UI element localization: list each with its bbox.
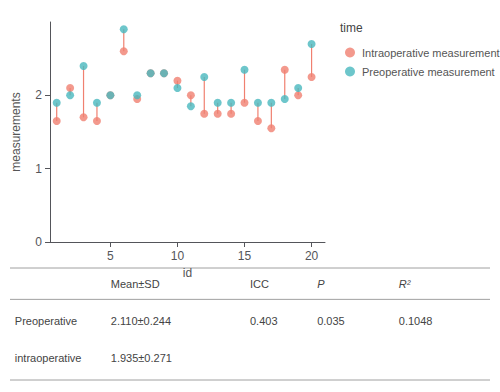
svg-text:2: 2 [35,88,42,102]
svg-text:0: 0 [35,235,42,249]
svg-text:0.035: 0.035 [317,315,345,327]
svg-text:1.935±0.271: 1.935±0.271 [111,352,172,364]
svg-text:intraoperative: intraoperative [15,352,82,364]
svg-text:measurements: measurements [9,92,23,171]
svg-text:20: 20 [305,249,319,263]
svg-text:P: P [317,278,325,290]
svg-text:Preoperative: Preoperative [15,315,77,327]
svg-text:2.110±0.244: 2.110±0.244 [111,315,171,327]
svg-text:time: time [340,21,363,35]
svg-text:10: 10 [171,249,185,263]
svg-text:1: 1 [35,162,42,176]
svg-text:5: 5 [107,249,114,263]
svg-text:15: 15 [238,249,252,263]
svg-text:R²: R² [399,278,411,290]
svg-text:Intraoperative measurement: Intraoperative measurement [362,47,500,59]
svg-text:ICC: ICC [250,278,269,290]
svg-text:Mean±SD: Mean±SD [111,278,160,290]
svg-text:Preoperative measurement: Preoperative measurement [362,66,495,78]
svg-text:id: id [183,266,192,280]
svg-text:0.403: 0.403 [250,315,278,327]
svg-text:0.1048: 0.1048 [399,315,433,327]
